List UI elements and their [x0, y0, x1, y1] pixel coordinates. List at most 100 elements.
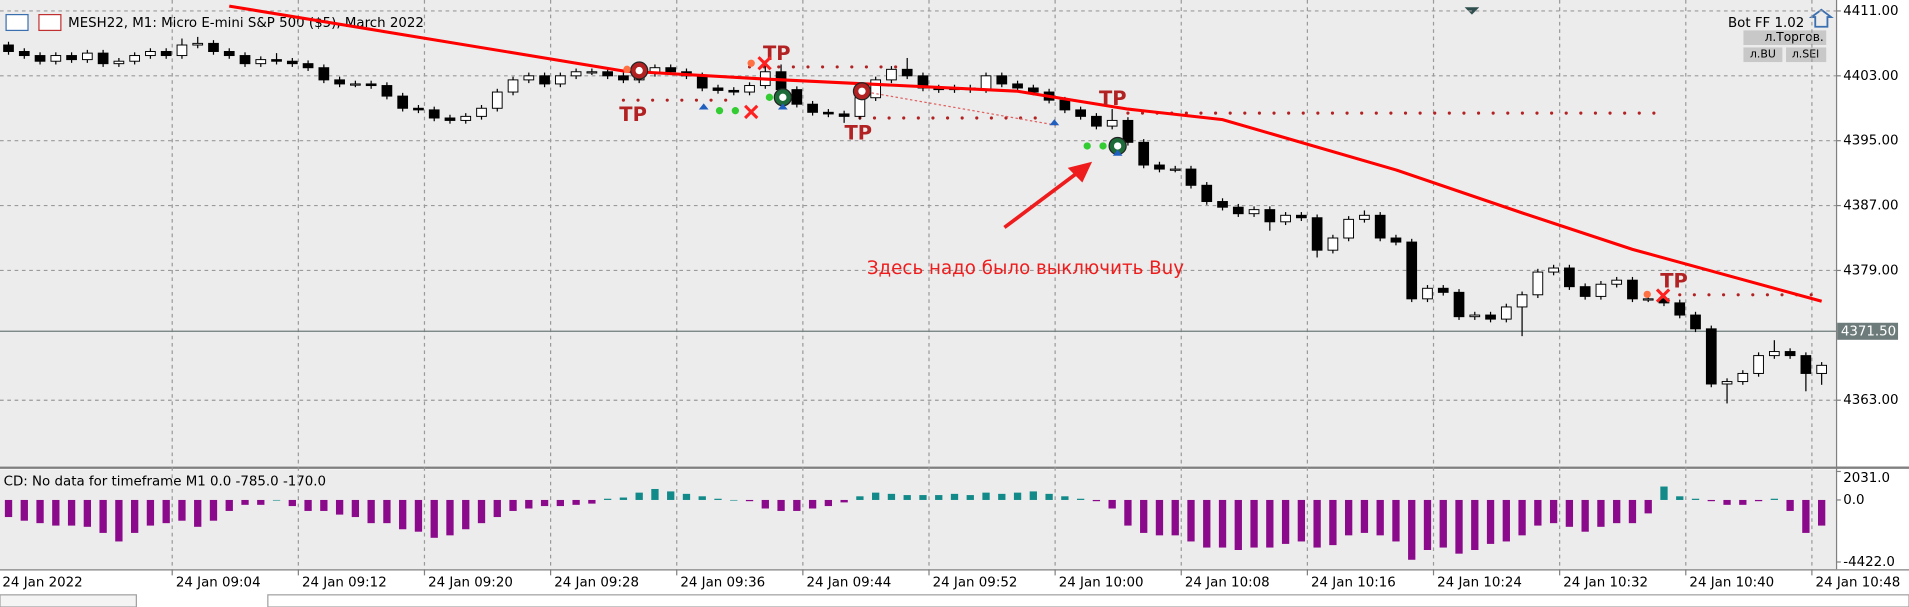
order-marker-core	[779, 93, 787, 101]
histogram-bar	[1108, 499, 1116, 509]
histogram-bar	[257, 499, 265, 505]
candle-body	[696, 75, 708, 89]
close-cross	[757, 56, 772, 71]
histogram-bar	[1628, 499, 1637, 524]
histogram-bar	[824, 499, 833, 507]
menu-icon[interactable]	[5, 13, 29, 32]
candle-body	[1437, 287, 1449, 293]
histogram-bar	[777, 499, 785, 511]
x-tick-label: 24 Jan 10:24	[1437, 576, 1522, 591]
histogram-bar	[131, 499, 139, 533]
histogram-bar	[682, 493, 691, 500]
histogram-bar	[1155, 499, 1164, 536]
x-tick-label: 24 Jan 10:00	[1059, 576, 1144, 591]
candle-body	[1753, 355, 1764, 374]
candle-body	[223, 51, 235, 57]
candle-body	[255, 59, 267, 65]
histogram-bar	[1565, 499, 1574, 527]
candle-body	[97, 52, 109, 65]
histogram-bar	[966, 495, 974, 500]
toolbar-icons	[5, 13, 62, 32]
candle-body	[1627, 279, 1638, 300]
candle-body	[1674, 302, 1686, 316]
candle-body	[886, 68, 897, 81]
candle-body	[491, 91, 503, 109]
candle-body	[586, 71, 598, 74]
histogram-bar	[1376, 499, 1384, 536]
scrollbar[interactable]	[267, 594, 1909, 607]
candle-body	[271, 59, 282, 62]
candle-body	[1059, 99, 1071, 111]
histogram-bar	[982, 492, 990, 500]
histogram-bar	[1045, 493, 1053, 500]
histogram-bar	[1187, 499, 1195, 542]
histogram-bar	[209, 499, 218, 521]
candle-body	[1768, 351, 1780, 357]
candle-body	[1217, 201, 1228, 208]
x-tick-label: 24 Jan 10:16	[1311, 576, 1396, 591]
candle-body	[712, 87, 724, 91]
button-bu[interactable]	[1743, 47, 1783, 63]
candle-body	[570, 71, 582, 77]
signal-dot	[1083, 142, 1091, 150]
candle-body	[34, 55, 46, 62]
histogram-bar	[808, 499, 817, 509]
candle-body	[1390, 237, 1402, 243]
candle-body	[81, 52, 93, 61]
candle-body	[145, 51, 156, 57]
histogram-bar	[1408, 499, 1416, 560]
histogram-bar	[1770, 498, 1778, 500]
histogram-bar	[1171, 499, 1179, 536]
histogram-bar	[1329, 499, 1337, 546]
histogram-bar	[1802, 499, 1810, 533]
histogram-bar	[1124, 499, 1132, 526]
histogram-bar	[635, 492, 643, 500]
y-tick-label: 4363.00	[1843, 393, 1898, 408]
histogram-bar	[194, 499, 202, 527]
button-trade[interactable]	[1743, 30, 1827, 46]
y-tick-label: 4411.00	[1843, 4, 1898, 19]
histogram-bar	[1392, 499, 1400, 542]
signal-dot	[715, 107, 724, 115]
candle-body	[286, 60, 298, 65]
button-sel[interactable]	[1786, 47, 1827, 63]
signal-dot	[623, 65, 631, 73]
histogram-bar	[840, 499, 848, 503]
histogram-bar	[540, 499, 549, 507]
candle-body	[1406, 241, 1418, 300]
histogram-bar	[1707, 499, 1715, 502]
x-tick-label: 24 Jan 10:32	[1563, 576, 1648, 591]
candle-body	[1800, 355, 1812, 374]
chart-icon[interactable]	[38, 13, 62, 32]
expert-icon	[1808, 8, 1834, 28]
histogram-bar	[588, 499, 596, 504]
histogram-bar	[351, 499, 360, 518]
histogram-bar	[1613, 499, 1621, 524]
histogram-bar	[572, 499, 580, 505]
candle-body	[1264, 209, 1276, 223]
histogram-bar	[1581, 499, 1589, 532]
candle-body	[1579, 286, 1591, 297]
histogram-bar	[462, 499, 470, 530]
tab[interactable]	[0, 594, 137, 607]
candle-body	[66, 55, 77, 61]
histogram-bar	[1486, 499, 1495, 544]
histogram-bar	[162, 499, 170, 524]
candle-body	[1374, 214, 1386, 239]
candle-body	[1185, 168, 1197, 186]
y-tick-label: 2031.0	[1843, 471, 1890, 486]
candle-body	[302, 63, 314, 69]
histogram-bar	[241, 499, 249, 505]
candle-body	[1816, 364, 1828, 374]
candle-body	[365, 83, 377, 87]
candle-body	[476, 107, 487, 117]
candle-body	[428, 109, 440, 119]
histogram-bar	[1281, 499, 1290, 544]
candle-body	[1169, 168, 1181, 171]
candle-body	[1091, 115, 1102, 127]
candle-body	[854, 97, 866, 117]
trade-line	[861, 90, 1057, 126]
indicator-title: CD: No data for timeframe M1 0.0 -785.0 …	[4, 475, 326, 490]
x-tick-label: 24 Jan 10:40	[1689, 576, 1774, 591]
